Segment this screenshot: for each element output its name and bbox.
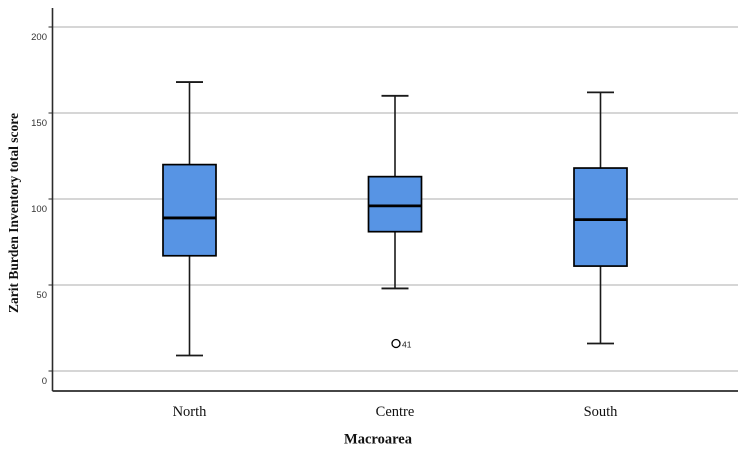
- y-tick-label-200: 200: [31, 32, 47, 43]
- outlier-marker-centre: [391, 338, 401, 349]
- box-south: [573, 167, 628, 267]
- y-tick-label-50: 50: [36, 290, 47, 301]
- category-label-centre: Centre: [376, 404, 415, 420]
- outlier-label-centre: 41: [402, 339, 412, 349]
- category-label-south: South: [584, 404, 619, 420]
- y-tick-label-150: 150: [31, 118, 47, 129]
- y-tick-label-100: 100: [31, 204, 47, 215]
- box-north: [162, 163, 217, 257]
- category-label-north: North: [173, 404, 208, 420]
- y-tick-label-0: 0: [42, 376, 47, 387]
- x-axis-title: Macroarea: [344, 431, 412, 448]
- box-centre: [367, 175, 423, 233]
